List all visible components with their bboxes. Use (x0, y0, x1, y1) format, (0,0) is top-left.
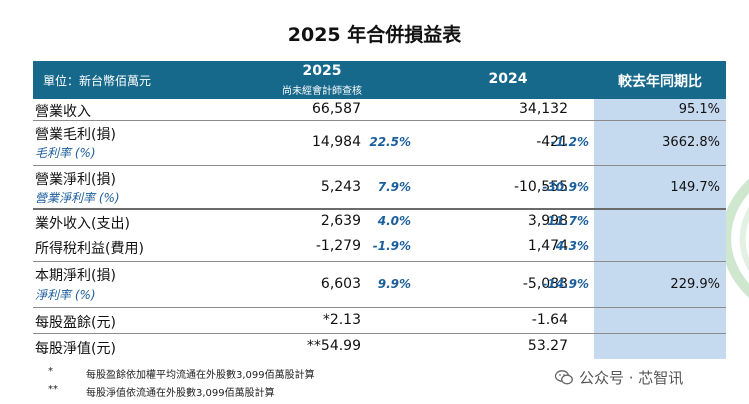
row-sublabel: 毛利率 (%) (35, 146, 96, 160)
row-sublabel: 營業淨利率 (%) (35, 191, 120, 205)
value-2025: 5,243 (320, 179, 361, 195)
value-2025: *2.13 (322, 312, 361, 328)
wechat-icon (555, 370, 573, 385)
divider (33, 333, 726, 334)
value-2024: 53.27 (527, 338, 568, 354)
value-2025: -1,279 (315, 238, 361, 254)
value-2024: -5,083 (522, 276, 568, 292)
yoy-value: 3662.8% (662, 135, 720, 150)
row-label: 營業毛利(損) (35, 127, 116, 143)
margin-2025: 4.0% (377, 214, 411, 228)
margin-2024: 4.3% (555, 239, 589, 253)
value-2024: 1,474 (527, 238, 568, 254)
yoy-value: 229.9% (670, 277, 720, 292)
watermark-text: 公众号 · 芯智讯 (579, 369, 684, 387)
watermark: 公众号 · 芯智讯 (555, 367, 683, 388)
divider (33, 165, 726, 166)
table-row-operating-income: 營業淨利(損) 營業淨利率 (%) 5,243 7.9% -10,555 -30… (33, 166, 726, 208)
table-row-eps: 每股盈餘(元) *2.13 -1.64 (33, 308, 726, 333)
footnote-mark: ** (48, 384, 58, 395)
row-label: 營業收入 (35, 104, 91, 120)
value-2025: 2,639 (320, 213, 361, 229)
value-2024: -1.64 (531, 312, 568, 328)
value-2024: 34,132 (519, 101, 568, 117)
row-label: 營業淨利(損) (35, 172, 116, 188)
value-2025: 14,984 (312, 134, 361, 150)
footnote-mark: * (48, 366, 53, 377)
unaudited-note: 尚未經會計師查核 (282, 86, 362, 97)
row-label: 所得稅利益(費用) (35, 241, 144, 257)
margin-2025: 7.9% (377, 180, 411, 194)
table-row-net-income: 本期淨利(損) 淨利率 (%) 6,603 9.9% -5,083 -14.9%… (33, 262, 726, 307)
row-sublabel: 淨利率 (%) (35, 288, 96, 302)
table-row-revenue: 營業收入 66,587 34,132 95.1% (33, 99, 726, 120)
margin-2025: -1.9% (372, 239, 411, 253)
year-2025-header: 2025 (302, 63, 342, 79)
divider (33, 261, 726, 262)
row-label: 本期淨利(損) (35, 268, 116, 284)
row-label: 每股淨值(元) (35, 341, 116, 357)
unit-label: 單位：新台幣佰萬元 (43, 74, 152, 88)
divider (33, 208, 726, 210)
page-title: 2025 年合併損益表 (287, 24, 462, 46)
value-2025: 66,587 (312, 101, 361, 117)
row-label: 每股盈餘(元) (35, 315, 116, 331)
margin-2024: -1.2% (550, 135, 589, 149)
yoy-column-highlight (594, 61, 726, 359)
margin-2025: 9.9% (377, 277, 411, 291)
value-2024: -421 (536, 134, 568, 150)
table-row-bvps: 每股淨值(元) **54.99 53.27 (33, 334, 726, 359)
margin-2024: -14.9% (542, 277, 589, 291)
margin-2024: 11.7% (547, 214, 589, 228)
table-row-gross-profit: 營業毛利(損) 毛利率 (%) 14,984 22.5% -421 -1.2% … (33, 121, 726, 165)
value-2024: -10,555 (513, 179, 568, 195)
value-2025: **54.99 (306, 338, 361, 354)
yoy-value: 95.1% (678, 102, 720, 117)
income-statement-table: 單位：新台幣佰萬元 2025 尚未經會計師查核 2024 較去年同期比 營業收入… (33, 61, 726, 359)
footnote-text: 每股盈餘依加權平均流通在外股數3,099佰萬股計算 (86, 370, 315, 381)
table-row-non-operating: 業外收入(支出) 2,639 4.0% 3,998 11.7% (33, 210, 726, 234)
margin-2025: 22.5% (369, 135, 411, 149)
footnote-text: 每股淨值依流通在外股數3,099佰萬股計算 (86, 388, 275, 399)
table-header: 單位：新台幣佰萬元 2025 尚未經會計師查核 2024 較去年同期比 (33, 61, 726, 99)
row-label: 業外收入(支出) (35, 216, 130, 232)
divider (33, 307, 726, 308)
table-row-income-tax: 所得稅利益(費用) -1,279 -1.9% 1,474 4.3% (33, 234, 726, 259)
margin-2024: -30.9% (542, 180, 589, 194)
year-2024-header: 2024 (488, 71, 528, 87)
yoy-header: 較去年同期比 (618, 74, 702, 90)
value-2025: 6,603 (320, 276, 361, 292)
divider (33, 120, 726, 121)
yoy-value: 149.7% (670, 180, 720, 195)
value-2024: 3,998 (527, 213, 568, 229)
